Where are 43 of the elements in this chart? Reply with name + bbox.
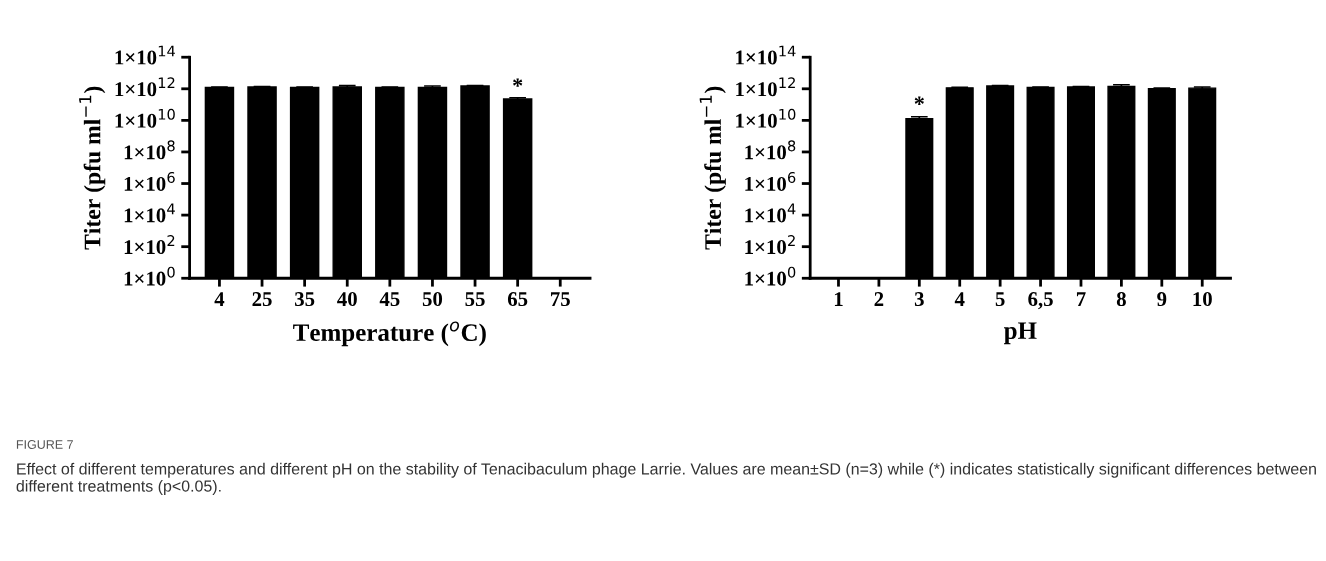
y-axis-title: Titer (pfu ml$^{−1}$) (699, 86, 726, 250)
x-tick-label: 5 (995, 292, 1005, 307)
x-tick-label: 25 (252, 292, 272, 307)
text: Effect of different temperatures and different pH on the stability of Tenacibaculum phage Larrie. Values are mean±SD (n=3) while (*) indicates statistically significant differences between different treatments (p<0.05). (16, 462, 1316, 495)
x-tick-label: 75 (551, 292, 570, 307)
x-tick-label: 50 (422, 292, 443, 307)
annotation: * (914, 96, 924, 105)
x-tick-label: 55 (465, 292, 485, 307)
x-axis-title: Temperature ($^{o}$C) (293, 321, 486, 347)
y-tick-label: 1×10$^{12}$ (736, 77, 795, 97)
y-tick-label: 1×10$^{12}$ (115, 77, 175, 97)
y-tick-label: 1×10$^{8}$ (124, 140, 175, 160)
x-tick-label: 40 (337, 292, 357, 307)
x-tick-label: 8 (1116, 292, 1126, 307)
y-tick-label: 1×10$^{2}$ (745, 235, 795, 255)
y-tick-label: 1×10$^{10}$ (736, 108, 796, 128)
y-axis-title: Titer (pfu ml$^{−1}$) (79, 86, 106, 250)
annotation: * (513, 78, 523, 87)
y-tick-label: 1×10$^{4}$ (124, 203, 175, 223)
y-tick-label: 1×10$^{0}$ (745, 266, 796, 286)
x-tick-label: 4 (214, 292, 225, 306)
x-axis-title: pH (1004, 322, 1037, 345)
x-tick-label: 2 (874, 292, 884, 306)
y-tick-label: 1×10$^{4}$ (745, 203, 796, 223)
y-tick-label: 1×10$^{6}$ (124, 171, 175, 191)
x-tick-label: 9 (1157, 292, 1167, 307)
caption: FIGURE 7 (16, 440, 73, 449)
y-tick-label: 1×10$^{14}$ (736, 45, 796, 65)
x-tick-label: 3 (914, 292, 924, 307)
x-tick-label: 45 (379, 292, 400, 307)
x-tick-label: 7 (1076, 292, 1086, 306)
y-tick-label: 1×10$^{2}$ (124, 235, 175, 255)
y-tick-label: 1×10$^{10}$ (115, 108, 175, 128)
y-tick-label: 1×10$^{8}$ (745, 140, 796, 160)
x-tick-label: 65 (507, 292, 528, 307)
x-tick-label: 35 (295, 292, 315, 307)
y-tick-label: 1×10$^{14}$ (115, 45, 175, 65)
y-tick-label: 1×10$^{0}$ (124, 266, 175, 286)
y-tick-label: 1×10$^{6}$ (745, 171, 796, 191)
x-tick-label: 10 (1193, 292, 1212, 307)
x-tick-label: 4 (954, 292, 965, 306)
x-tick-label: 1 (834, 292, 843, 306)
x-tick-label: 6,5 (1028, 292, 1053, 310)
